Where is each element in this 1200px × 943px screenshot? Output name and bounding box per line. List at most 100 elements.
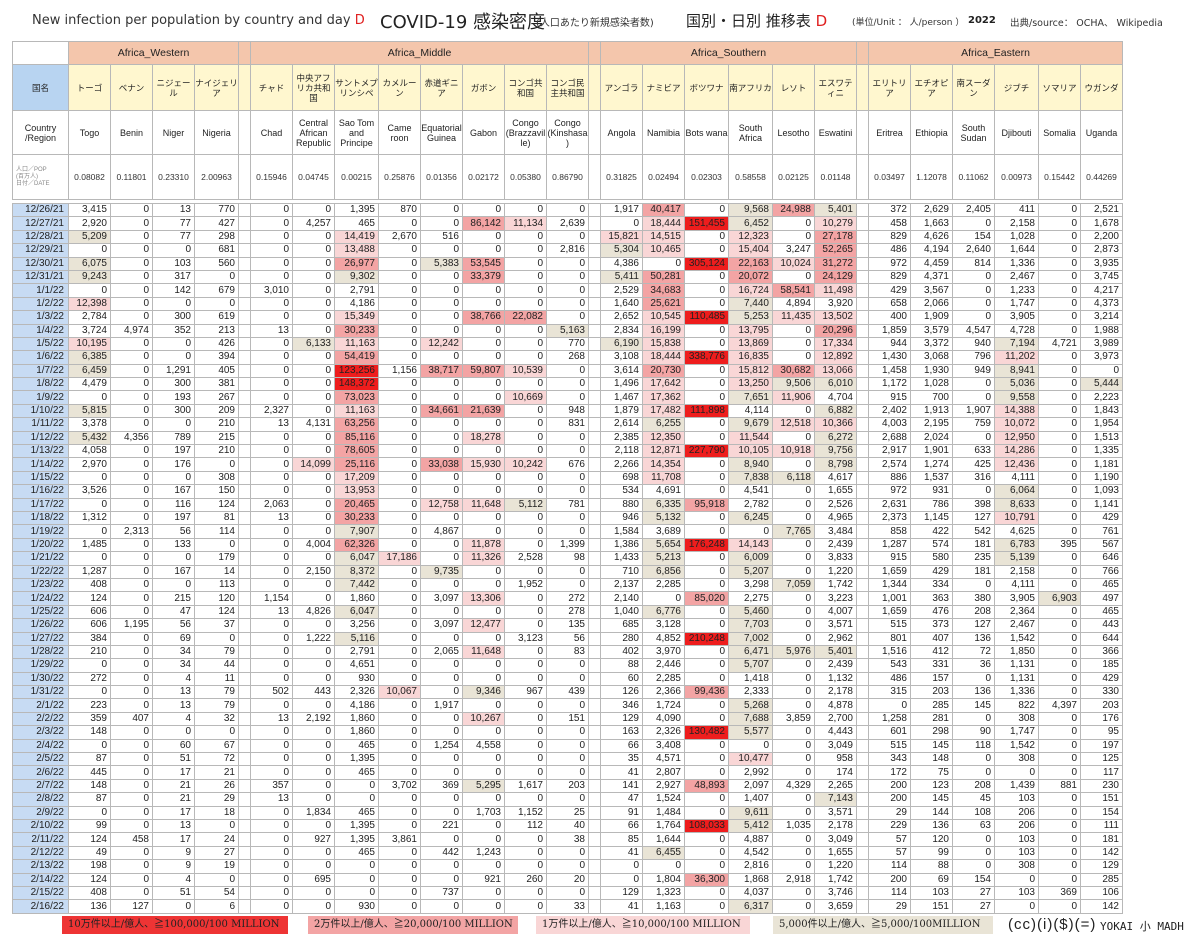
value-cell: 21	[194, 765, 239, 780]
value-cell: 136	[910, 818, 953, 834]
date-cell: 2/7/22	[12, 778, 69, 794]
value-cell: 0	[292, 256, 335, 271]
value-cell: 0	[110, 859, 153, 874]
value-cell: 6,009	[728, 551, 773, 566]
value-cell: 1,220	[814, 564, 857, 579]
value-cell: 9,302	[334, 269, 379, 285]
value-cell: 0	[994, 765, 1039, 780]
value-cell: 0	[250, 885, 293, 901]
value-cell: 0	[952, 296, 995, 312]
value-cell: 11,498	[814, 283, 857, 298]
value-cell: 0	[462, 296, 505, 312]
column-gap	[856, 457, 869, 472]
value-cell: 0	[504, 403, 547, 419]
country-jp-3: ナイジェリア	[194, 64, 239, 111]
value-cell: 111,898	[684, 403, 729, 419]
value-cell: 921	[462, 872, 505, 887]
value-cell: 1,407	[728, 792, 773, 807]
column-gap	[238, 310, 251, 325]
value-cell: 0	[378, 872, 421, 887]
value-cell: 1,439	[994, 778, 1039, 794]
column-gap	[588, 711, 601, 727]
value-cell: 0	[546, 524, 589, 539]
column-gap	[238, 417, 251, 432]
value-cell: 8,798	[814, 457, 857, 472]
value-cell: 0	[378, 283, 421, 298]
value-cell: 11,648	[462, 644, 505, 660]
value-cell: 13,869	[728, 336, 773, 352]
value-cell: 0	[420, 377, 463, 392]
value-cell: 316	[952, 470, 995, 486]
value-cell: 44	[194, 658, 239, 673]
column-gap	[856, 430, 869, 446]
column-gap	[856, 256, 869, 271]
value-cell: 465	[334, 216, 379, 231]
value-cell: 163	[600, 725, 643, 740]
value-cell: 0	[1038, 685, 1081, 700]
value-cell: 2,158	[994, 564, 1039, 579]
value-cell: 124	[68, 591, 111, 606]
value-cell: 7,765	[772, 524, 815, 539]
value-cell: 0	[110, 551, 153, 566]
value-cell: 0	[684, 510, 729, 526]
value-cell: 0	[250, 457, 293, 472]
value-cell: 24,129	[814, 269, 857, 285]
table-row: 2/9/22 0 0 17 18 0 1,834 465 0 0 1,703 1,152 25 91 1,4…	[12, 805, 1123, 820]
value-cell: 373	[910, 618, 953, 633]
value-cell: 125	[1080, 752, 1123, 767]
column-gap	[238, 296, 251, 312]
table-row: 1/22/22 1,287 0 167 14 0 2,150 8,372 0 9,735 0 0 0 71…	[12, 564, 1123, 579]
column-gap	[588, 658, 601, 673]
value-cell: 0	[462, 658, 505, 673]
value-cell: 148	[68, 725, 111, 740]
value-cell: 0	[194, 725, 239, 740]
column-gap	[238, 202, 251, 218]
value-cell: 0	[152, 725, 195, 740]
value-cell: 0	[250, 202, 293, 218]
value-cell: 3,108	[600, 350, 643, 365]
value-cell: 0	[420, 658, 463, 673]
value-cell: 77	[152, 216, 195, 231]
value-cell: 0	[378, 671, 421, 687]
value-cell: 5,460	[728, 604, 773, 620]
value-cell: 0	[1038, 216, 1081, 231]
value-cell: 0	[1038, 604, 1081, 620]
value-cell: 2,467	[994, 269, 1039, 285]
value-cell: 3,689	[642, 524, 685, 539]
value-cell: 17,482	[642, 403, 685, 419]
value-cell: 1,433	[600, 551, 643, 566]
country-jp-0: トーゴ	[68, 64, 111, 111]
value-cell: 2,385	[600, 430, 643, 446]
value-cell: 0	[378, 497, 421, 512]
value-cell: 1,640	[600, 296, 643, 312]
table-row: 1/9/22 0 0 193 267 0 0 73,023 0 0 0 10,669 0 1,467 17,…	[12, 390, 1123, 405]
value-cell: 1,537	[910, 470, 953, 486]
value-cell: 2,834	[600, 323, 643, 338]
value-cell: 0	[772, 269, 815, 285]
value-cell: 1,930	[910, 363, 953, 379]
value-cell: 0	[546, 484, 589, 499]
value-cell: 0	[684, 202, 729, 218]
value-cell: 5,577	[728, 725, 773, 740]
value-cell: 124	[68, 832, 111, 847]
value-cell: 0	[292, 698, 335, 713]
value-cell: 174	[814, 765, 857, 780]
country-en-12: Angola	[600, 110, 643, 155]
value-cell: 6,047	[334, 551, 379, 566]
value-cell: 4,867	[420, 524, 463, 539]
table-row: 1/13/22 4,058 0 197 210 0 0 78,605 0 0 0 0 0 2,118 12,…	[12, 444, 1123, 459]
column-gap	[856, 310, 869, 325]
value-cell: 0	[292, 644, 335, 660]
value-cell: 144	[910, 805, 953, 820]
value-cell: 6,903	[1038, 591, 1081, 606]
value-cell: 0	[420, 216, 463, 231]
value-cell: 176	[1080, 711, 1123, 727]
table-row: 1/19/22 0 2,313 56 114 0 0 7,907 0 4,867 0 0 0 1,584 3…	[12, 524, 1123, 539]
value-cell: 0	[546, 859, 589, 874]
value-cell: 4,217	[1080, 283, 1123, 298]
value-cell: 0	[420, 685, 463, 700]
value-cell: 0	[1038, 510, 1081, 526]
column-gap	[588, 537, 601, 553]
region-africa-western: Africa_Western	[68, 41, 239, 65]
value-cell: 0	[110, 805, 153, 820]
